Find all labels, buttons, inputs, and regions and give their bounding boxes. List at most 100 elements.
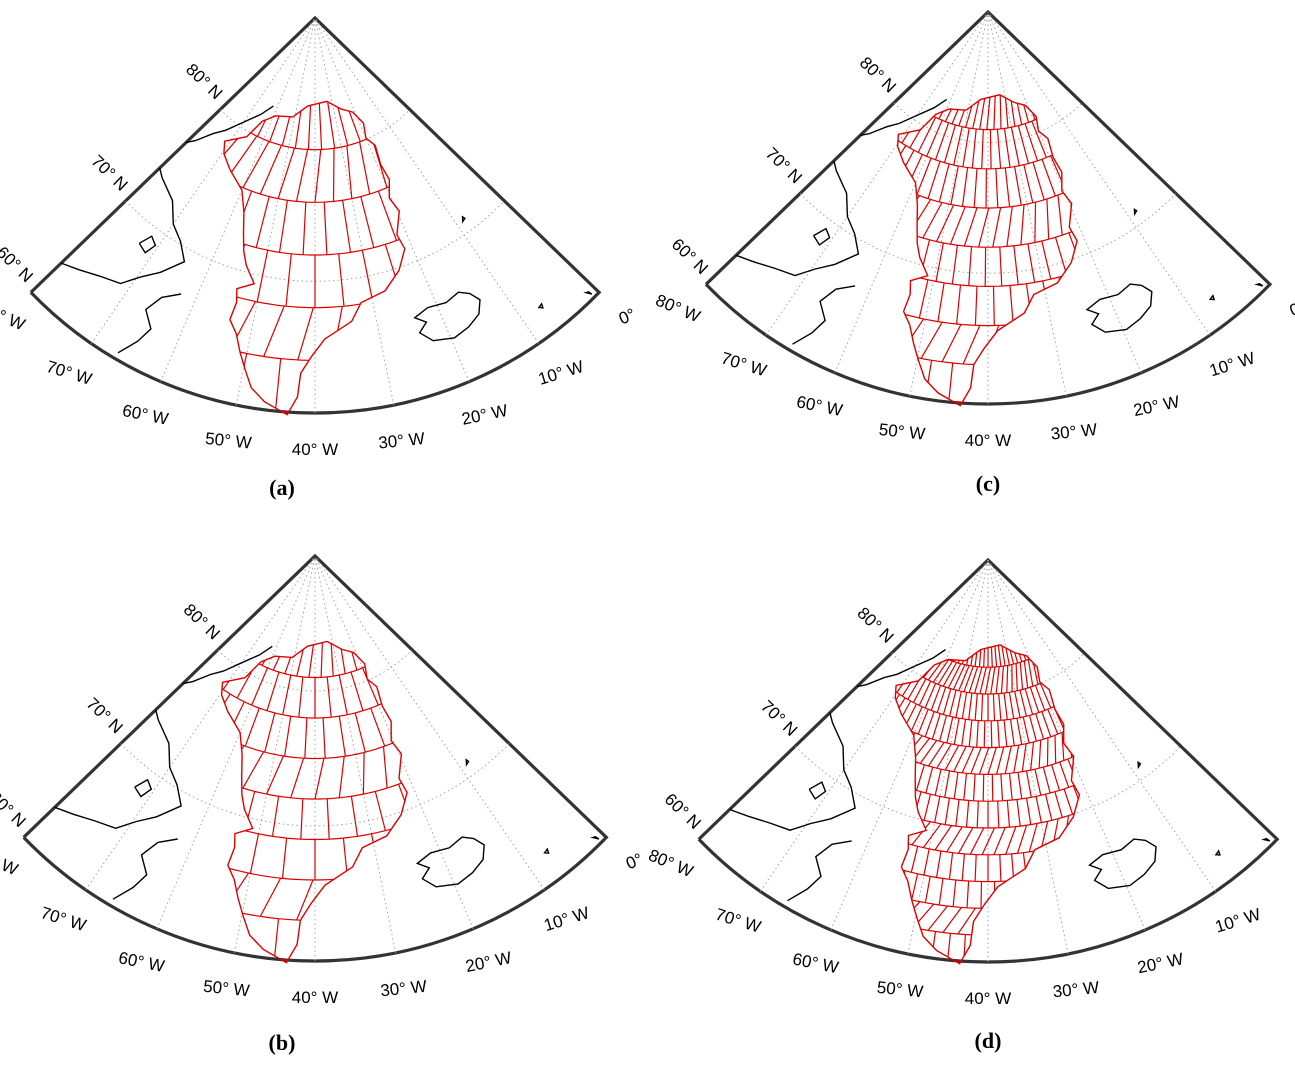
grid-col-line	[1003, 692, 1008, 720]
grid-col-line	[1162, 861, 1163, 892]
grid-col-line	[968, 719, 973, 747]
grid-row-line	[895, 723, 1080, 775]
grid-col-line	[233, 913, 243, 954]
lat-label: 80° N	[180, 600, 224, 643]
grid-col-line	[282, 674, 292, 715]
grid-col-line	[999, 246, 1003, 287]
greenland-grid	[763, 644, 1163, 963]
grid-row-line	[221, 802, 408, 881]
grid-col-line	[332, 878, 347, 921]
grid-col-line	[897, 230, 904, 268]
grid-col-line	[453, 273, 465, 326]
grid-col-line	[1013, 245, 1019, 285]
grid-col-line	[124, 839, 158, 866]
grid-col-line	[1044, 114, 1064, 150]
lon-label: 40° W	[292, 988, 338, 1007]
grid-col-line	[177, 728, 207, 757]
grid-col-line	[476, 790, 499, 823]
grid-col-line	[897, 700, 912, 725]
lon-label: 50° W	[204, 429, 252, 453]
grid-col-line	[991, 774, 994, 802]
grid-col-line	[1045, 876, 1052, 903]
grid-col-line	[296, 641, 307, 677]
grid-col-line	[393, 122, 405, 171]
grid-col-line	[941, 324, 962, 363]
grid-col-line	[879, 351, 890, 389]
grid-col-line	[763, 806, 780, 826]
grid-col-line	[1015, 363, 1020, 403]
grid-col-line	[819, 747, 836, 768]
grid-col-line	[879, 691, 895, 713]
grid-col-line	[1021, 644, 1035, 658]
grid-col-line	[1142, 902, 1153, 926]
lon-label: 80° W	[646, 846, 696, 882]
grid-col-line	[998, 693, 1002, 721]
grid-col-line	[1035, 713, 1045, 740]
grid-col-line	[1046, 198, 1050, 240]
grid-col-line	[1034, 769, 1042, 796]
grid-col-line	[897, 145, 907, 180]
canada-coastline	[134, 778, 153, 798]
lon-label: 30° W	[1050, 420, 1098, 444]
panel-caption: (d)	[975, 1028, 1002, 1053]
grid-row-line	[895, 845, 1080, 936]
grid-col-line	[1036, 361, 1044, 401]
lat-label: 80° N	[856, 53, 900, 96]
grid-col-line	[872, 748, 885, 772]
grid-col-line	[1121, 880, 1126, 911]
grid-col-line	[972, 908, 990, 936]
grid-col-line	[221, 737, 226, 770]
grid-col-line	[1050, 646, 1063, 673]
meridian-line	[987, 11, 1211, 336]
grid-col-line	[926, 644, 943, 649]
grid-col-line	[1050, 155, 1067, 192]
grid-col-line	[1100, 173, 1114, 211]
grid-col-line	[867, 719, 889, 737]
grid-col-line	[1118, 794, 1120, 824]
grid-col-line	[1082, 782, 1093, 807]
grid-col-line	[974, 286, 978, 326]
coastlines	[54, 645, 600, 900]
grid-col-line	[774, 814, 791, 835]
grid-col-line	[234, 101, 268, 123]
grid-col-line	[958, 665, 970, 691]
greenland-coastline	[896, 94, 1078, 407]
grid-col-line	[1120, 854, 1131, 878]
grid-col-line	[1089, 308, 1091, 350]
grid-col-line	[943, 124, 956, 163]
grid-col-line	[857, 345, 870, 382]
grid-col-line	[1101, 710, 1109, 737]
grid-col-line	[895, 815, 911, 839]
grid-col-line	[1034, 850, 1040, 878]
grid-col-line	[788, 863, 815, 878]
grid-col-line	[1064, 700, 1079, 725]
grid-col-line	[935, 242, 944, 282]
grid-col-line	[826, 790, 851, 806]
grid-col-line	[350, 671, 364, 711]
grid-col-line	[1000, 773, 1004, 801]
lon-label: 30° W	[377, 429, 425, 453]
grid-col-line	[1106, 885, 1112, 916]
grid-col-line	[1134, 244, 1155, 277]
grid-col-line	[974, 854, 977, 882]
lat-label: 60° N	[0, 243, 37, 286]
grid-col-line	[1010, 127, 1020, 166]
grid-col-line	[1031, 657, 1039, 685]
grid-col-line	[1008, 94, 1016, 127]
grid-col-line	[846, 800, 869, 818]
grid-col-line	[1174, 264, 1185, 305]
grid-col-line	[1033, 644, 1050, 649]
grid-col-line	[785, 789, 802, 810]
grid-col-line	[776, 856, 804, 870]
grid-col-line	[867, 809, 889, 829]
grid-col-line	[860, 715, 883, 732]
grid-col-line	[922, 823, 942, 848]
grid-col-line	[1039, 653, 1049, 681]
grid-col-line	[1081, 840, 1089, 866]
grid-row-line	[897, 250, 1078, 327]
grid-col-line	[383, 655, 408, 690]
grid-col-line	[361, 250, 374, 303]
grid-col-line	[934, 796, 941, 823]
grid-col-line	[911, 873, 919, 901]
grid-col-line	[250, 641, 277, 660]
